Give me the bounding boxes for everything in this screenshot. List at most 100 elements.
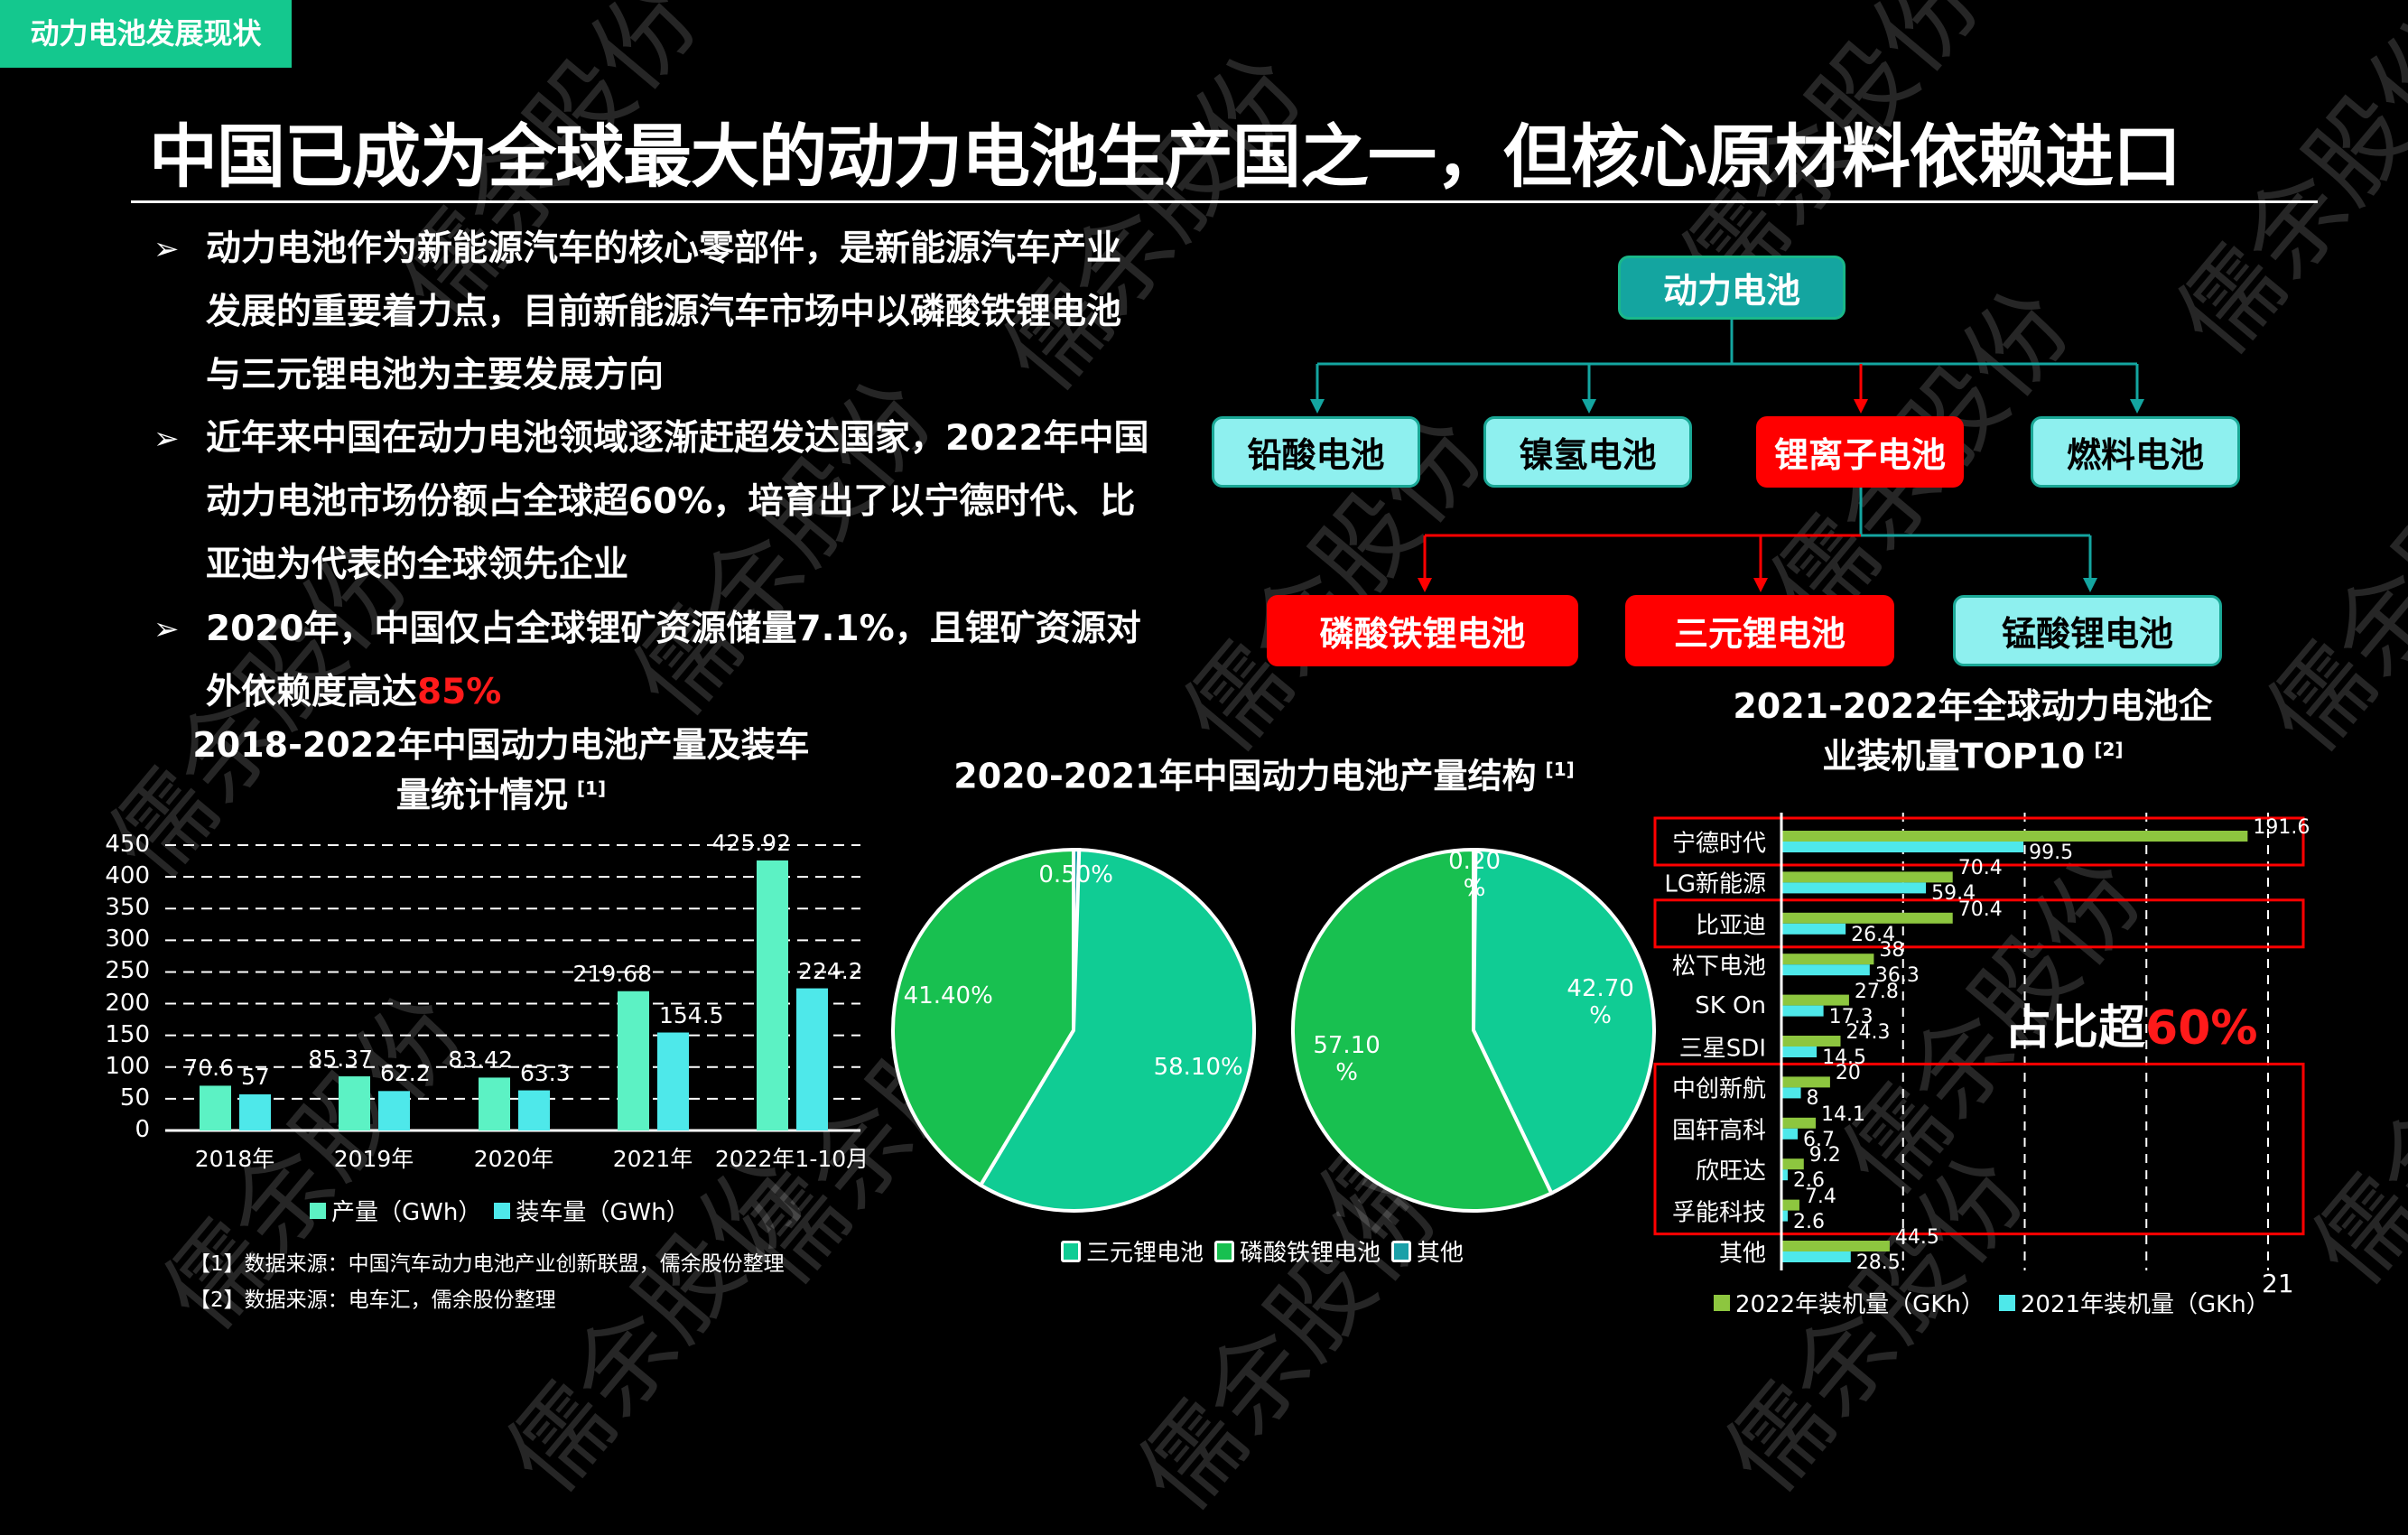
bar-2021 bbox=[1781, 964, 1870, 976]
reference-mark: [2] bbox=[2094, 739, 2124, 760]
bar-chart-title: 2018-2022年中国动力电池产量及装车 量统计情况 [1] bbox=[172, 723, 831, 817]
data-label: 425.92 bbox=[711, 829, 791, 856]
pie-data-label: 42.70% bbox=[1567, 975, 1634, 1030]
annotation-highlight: 60% bbox=[2145, 1001, 2258, 1056]
arrowhead-icon bbox=[2083, 578, 2097, 592]
pie-data-label: 0.50% bbox=[1038, 861, 1113, 889]
data-label: 85.37 bbox=[308, 1046, 373, 1073]
category-label: 孚能科技 bbox=[1671, 1199, 1766, 1227]
bar-legend: 产量（GWh） 装车量（GWh） bbox=[310, 1194, 690, 1227]
title-divider bbox=[131, 200, 2318, 203]
arrowhead-icon bbox=[1418, 578, 1432, 592]
legend-label: 磷酸铁锂电池 bbox=[1240, 1240, 1381, 1267]
data-label-2021: 2.6 bbox=[1793, 1210, 1825, 1233]
category-label: LG新能源 bbox=[1664, 870, 1766, 898]
highlight-value: 85% bbox=[417, 672, 502, 712]
arrowhead-icon bbox=[2130, 399, 2144, 414]
legend-swatch-installed bbox=[494, 1202, 511, 1219]
bar-2021 bbox=[1781, 1087, 1801, 1099]
title-line: 业装机量TOP10 [2] bbox=[1688, 728, 2257, 778]
legend-swatch-2022 bbox=[1714, 1294, 1730, 1311]
arrow-bullet-icon: ➢ bbox=[153, 421, 180, 457]
pie-chart-title: 2020-2021年中国动力电池产量结构 [1] bbox=[903, 748, 1625, 798]
pie-slice bbox=[891, 847, 1075, 1188]
legend-swatch-2021 bbox=[1998, 1294, 2015, 1311]
y-tick-label: 0 bbox=[135, 1116, 150, 1143]
data-label-2022: 7.4 bbox=[1804, 1185, 1836, 1208]
hbar-chart-title: 2021-2022年全球动力电池企 业装机量TOP10 [2] bbox=[1688, 684, 2257, 778]
category-label: SK On bbox=[1695, 991, 1766, 1019]
data-label-2022: 191.6 bbox=[2253, 816, 2310, 839]
bullet-line: 发展的重要着力点，目前新能源汽车市场中以磷酸铁锂电池 bbox=[206, 292, 1122, 332]
bar-2021 bbox=[1781, 1047, 1818, 1057]
bar-2022 bbox=[1781, 871, 1953, 883]
share-annotation: 占比超60% bbox=[2004, 990, 2257, 1057]
bar-2021 bbox=[1781, 842, 2024, 852]
data-label: 63.3 bbox=[520, 1059, 571, 1086]
legend-label: 其他 bbox=[1417, 1240, 1464, 1267]
bullet-line: 亚迪为代表的全球领先企业 bbox=[206, 544, 629, 585]
pie-data-label: 0.20% bbox=[1448, 848, 1502, 902]
x-tick-label: 2018年 bbox=[194, 1146, 275, 1172]
bar-2021 bbox=[1781, 1169, 1789, 1181]
data-label: 219.68 bbox=[572, 960, 652, 987]
x-tick-label: 2022年1-10月 bbox=[714, 1146, 869, 1172]
bullet-line: 动力电池市场份额占全球超60%，培育出了以宁德时代、比 bbox=[206, 481, 1136, 522]
bar-2022 bbox=[1781, 1241, 1890, 1251]
pie-slice bbox=[1291, 847, 1554, 1213]
data-label-2021: 26.4 bbox=[1851, 923, 1896, 946]
arrowhead-icon bbox=[1753, 578, 1768, 592]
tree-node-fuel-cell: 燃料电池 bbox=[2031, 416, 2240, 488]
bar-production bbox=[339, 1076, 370, 1130]
arrowhead-icon bbox=[1310, 399, 1325, 414]
data-label-2021: 28.5 bbox=[1855, 1251, 1901, 1274]
legend-label: 产量（GWh） bbox=[331, 1199, 482, 1226]
graphics-layer bbox=[165, 320, 2305, 1270]
bar-installed bbox=[518, 1090, 550, 1130]
category-label: 其他 bbox=[1718, 1240, 1766, 1268]
data-label-2021: 99.5 bbox=[2029, 842, 2074, 864]
category-label: 中创新航 bbox=[1671, 1075, 1766, 1103]
bar-2022 bbox=[1781, 1158, 1804, 1170]
data-label-2022: 20 bbox=[1835, 1062, 1861, 1085]
bar-2021 bbox=[1781, 1005, 1824, 1017]
annotation-text: 占比超 bbox=[2004, 1001, 2146, 1056]
pie-slice bbox=[1471, 847, 1656, 1196]
data-label-2022: 14.1 bbox=[1820, 1102, 1865, 1126]
bullet-line: 近年来中国在动力电池领域逐渐赶超发达国家，2022年中国 bbox=[206, 418, 1149, 459]
data-label-2022: 27.8 bbox=[1854, 980, 1899, 1003]
legend-swatch-lfp bbox=[1214, 1240, 1235, 1262]
section-tag: 动力电池发展现状 bbox=[0, 0, 292, 68]
bar-2021 bbox=[1781, 1251, 1851, 1262]
bar-installed bbox=[239, 1093, 271, 1130]
category-label: 比亚迪 bbox=[1695, 912, 1766, 940]
legend-swatch-ternary bbox=[1061, 1240, 1081, 1262]
title-line: 量统计情况 [1] bbox=[172, 767, 831, 817]
data-label: 62.2 bbox=[380, 1060, 431, 1087]
arrow-bullet-icon: ➢ bbox=[153, 231, 180, 267]
tree-node-nimh: 镍氢电池 bbox=[1483, 416, 1692, 488]
bullet-text: 外依赖度高达 bbox=[206, 672, 418, 712]
data-label-2022: 44.5 bbox=[1894, 1226, 1939, 1249]
y-tick-label: 350 bbox=[105, 894, 150, 922]
category-label: 国轩高科 bbox=[1671, 1117, 1766, 1145]
bar-2022 bbox=[1781, 954, 1874, 965]
footnote-1: 【1】数据来源：中国汽车动力电池产业创新联盟，儒余股份整理 bbox=[190, 1252, 785, 1276]
arrowhead-icon bbox=[1582, 399, 1596, 414]
page-title: 中国已成为全球最大的动力电池生产国之一，但核心原材料依赖进口 bbox=[149, 116, 2181, 197]
page-number: 21 bbox=[2262, 1269, 2294, 1298]
data-label-2022: 70.4 bbox=[1957, 898, 2003, 921]
category-label: 松下电池 bbox=[1671, 953, 1766, 981]
tree-node-ternary: 三元锂电池 bbox=[1625, 595, 1894, 666]
bullet-line: 2020年，中国仅占全球锂矿资源储量7.1%，且锂矿资源对 bbox=[206, 609, 1141, 649]
reference-mark: [1] bbox=[1545, 758, 1575, 780]
y-tick-label: 250 bbox=[105, 957, 150, 985]
y-tick-label: 150 bbox=[105, 1020, 150, 1048]
y-tick-label: 400 bbox=[105, 862, 150, 890]
legend-swatch-other bbox=[1391, 1240, 1412, 1262]
legend-label: 2022年装机量（GKh） bbox=[1735, 1291, 1985, 1318]
highlight-box bbox=[1653, 898, 2305, 949]
bullet-line: 与三元锂电池为主要发展方向 bbox=[206, 355, 665, 395]
hbar-legend: 2022年装机量（GKh） 2021年装机量（GKh） bbox=[1714, 1286, 2270, 1319]
tree-node-lfp: 磷酸铁锂电池 bbox=[1267, 595, 1578, 666]
